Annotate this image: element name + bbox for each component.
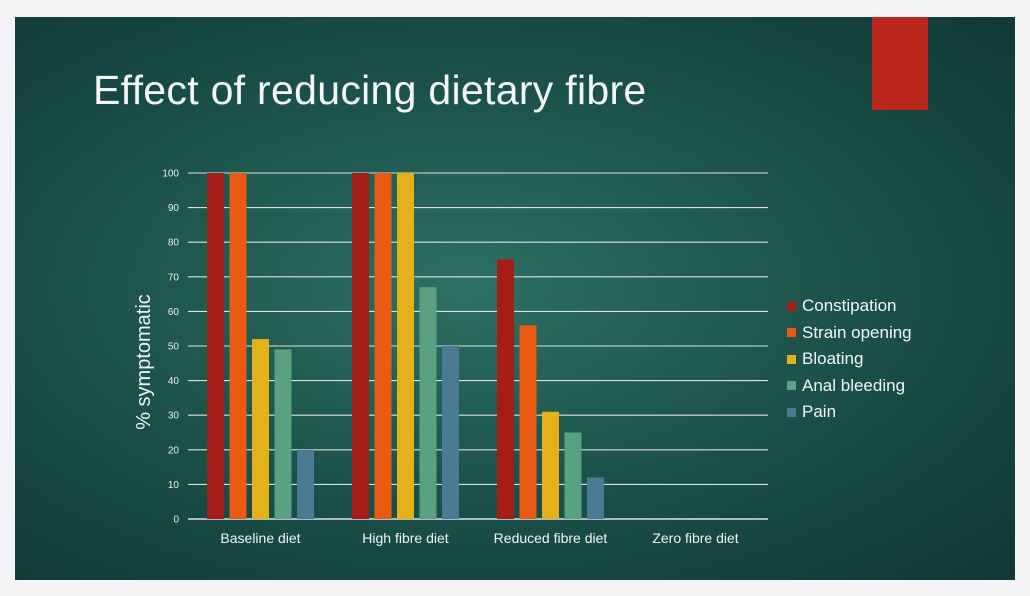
y-tick-label: 60 [168, 307, 180, 318]
bar-pain [297, 449, 314, 519]
legend-item: Bloating [787, 346, 912, 373]
legend-swatch [787, 407, 796, 417]
bar-chart: 0 10 20 30 40 50 60 70 80 90 100 Baseline diet High… [133, 169, 768, 546]
y-tick-label: 90 [168, 203, 180, 214]
x-category-label: Zero fibre diet [652, 530, 738, 546]
y-axis-label: % symptomatic [133, 294, 155, 430]
y-tick-label: 70 [168, 272, 180, 283]
slide-title: Effect of reducing dietary fibre [93, 67, 647, 113]
accent-bar [872, 17, 928, 110]
y-tick-label: 10 [168, 480, 180, 491]
legend-item: Anal bleeding [787, 373, 912, 400]
y-tick-label: 80 [168, 238, 180, 249]
legend-item: Pain [787, 399, 912, 426]
legend-label: Pain [802, 402, 837, 422]
legend-item: Strain opening [787, 320, 912, 347]
legend-label: Bloating [802, 349, 864, 369]
y-tick-label: 0 [173, 515, 179, 526]
bar-pain [442, 346, 459, 519]
legend-swatch [787, 354, 796, 364]
bar-constipation [352, 173, 369, 519]
bar-constipation [497, 259, 514, 519]
y-tick-label: 20 [168, 445, 180, 456]
bar-strain-opening [374, 173, 392, 519]
x-category-label: Reduced fibre diet [494, 530, 608, 546]
x-category-label: Baseline diet [220, 530, 300, 546]
bar-anal-bleeding [564, 432, 582, 519]
legend-swatch [787, 381, 796, 391]
bar-bloating [252, 339, 269, 519]
bar-bloating [542, 411, 559, 519]
bar-strain-opening [229, 173, 247, 519]
y-tick-label: 40 [168, 376, 180, 387]
bar-pain [587, 477, 604, 519]
legend-swatch [787, 328, 796, 338]
chart-legend: Constipation Strain opening Bloating Anal b… [787, 293, 912, 426]
bar-constipation [207, 173, 224, 519]
bar-anal-bleeding [274, 349, 292, 519]
bar-strain-opening [519, 325, 537, 519]
y-tick-label: 50 [168, 342, 180, 353]
slide: Effect of reducing dietary fibre 0 10 20 30… [15, 17, 1015, 580]
y-tick-label: 30 [168, 411, 180, 422]
legend-label: Strain opening [802, 322, 912, 342]
legend-swatch [787, 301, 796, 311]
legend-item: Constipation [787, 293, 912, 320]
legend-label: Anal bleeding [802, 375, 906, 395]
x-category-label: High fibre diet [362, 530, 448, 546]
bar-anal-bleeding [419, 287, 437, 519]
legend-label: Constipation [802, 296, 897, 316]
bar-bloating [397, 173, 414, 519]
y-tick-label: 100 [162, 169, 179, 180]
